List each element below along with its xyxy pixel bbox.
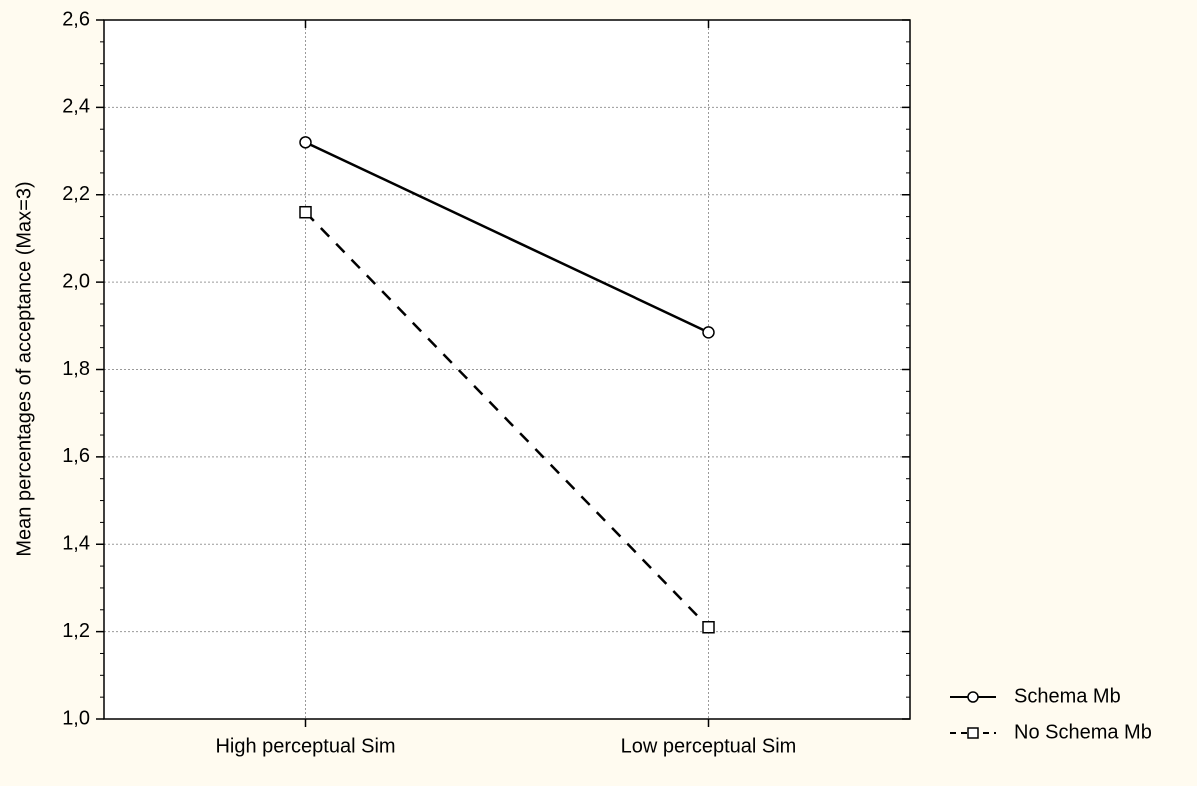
legend-marker-circle (967, 691, 979, 703)
y-tick-label: 1,0 (62, 707, 90, 729)
y-axis-tick-labels: 1,0 1,2 1,4 1,6 1,8 2,0 2,2 2,4 2,6 (62, 8, 90, 729)
x-tick-label: High perceptual Sim (215, 735, 395, 757)
series-line-1 (304, 211, 710, 629)
y-tick-label: 2,4 (62, 96, 90, 118)
x-axis-tick-labels: High perceptual Sim Low perceptual Sim (215, 735, 796, 757)
y-tick-label: 1,4 (62, 533, 90, 555)
legend-label: Schema Mb (1014, 685, 1121, 707)
data-point-circle (299, 136, 312, 149)
plot-frame (103, 19, 911, 720)
data-point-square (299, 205, 312, 219)
data-point-square (702, 621, 715, 634)
y-axis-label: Mean percentages of acceptance (Max=3) (13, 181, 35, 556)
legend-label: No Schema Mb (1014, 721, 1152, 743)
y-tick-label: 2,2 (62, 183, 90, 205)
y-tick-label: 1,2 (62, 620, 90, 642)
series-group (299, 136, 715, 634)
legend-marker-square (967, 727, 979, 739)
legend: Schema Mb No Schema Mb (950, 685, 1152, 743)
y-tick-label: 1,8 (62, 358, 90, 380)
plot-area (104, 20, 910, 719)
series-line-0 (304, 141, 710, 334)
y-tick-label: 2,0 (62, 270, 90, 292)
y-tick-label: 2,6 (62, 8, 90, 30)
data-point-circle (702, 326, 715, 339)
y-tick-label: 1,6 (62, 445, 90, 467)
x-tick-label: Low perceptual Sim (621, 735, 797, 757)
